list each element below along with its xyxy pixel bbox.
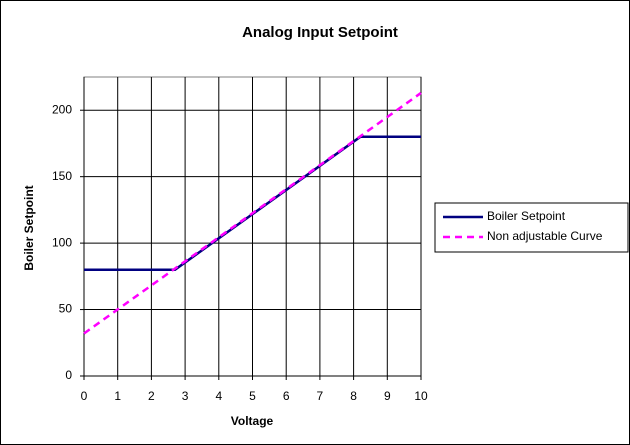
- x-tick-label: 10: [414, 389, 428, 403]
- y-tick-label: 150: [52, 169, 72, 183]
- y-tick-label: 0: [65, 368, 72, 382]
- line-series: [83, 91, 422, 335]
- x-tick-label: 4: [215, 389, 222, 403]
- x-tick-label: 0: [81, 389, 88, 403]
- x-tick-label: 9: [384, 389, 391, 403]
- x-tick-label: 7: [317, 389, 324, 403]
- y-tick-label: 200: [52, 102, 72, 116]
- legend-label: Non adjustable Curve: [487, 229, 603, 243]
- y-tick-label: 50: [59, 302, 73, 316]
- x-tick-label: 8: [350, 389, 357, 403]
- y-tick-label: 100: [52, 235, 72, 249]
- line-series: [84, 135, 421, 271]
- legend-label: Boiler Setpoint: [487, 209, 566, 223]
- chart-title: Analog Input Setpoint: [242, 24, 398, 41]
- legend: [434, 202, 629, 253]
- x-tick-label: 2: [148, 389, 155, 403]
- y-axis-title: Boiler Setpoint: [22, 185, 36, 270]
- x-tick-label: 6: [283, 389, 290, 403]
- x-axis-title: Voltage: [231, 414, 274, 428]
- x-tick-label: 5: [249, 389, 256, 403]
- x-tick-label: 3: [182, 389, 189, 403]
- x-tick-label: 1: [114, 389, 121, 403]
